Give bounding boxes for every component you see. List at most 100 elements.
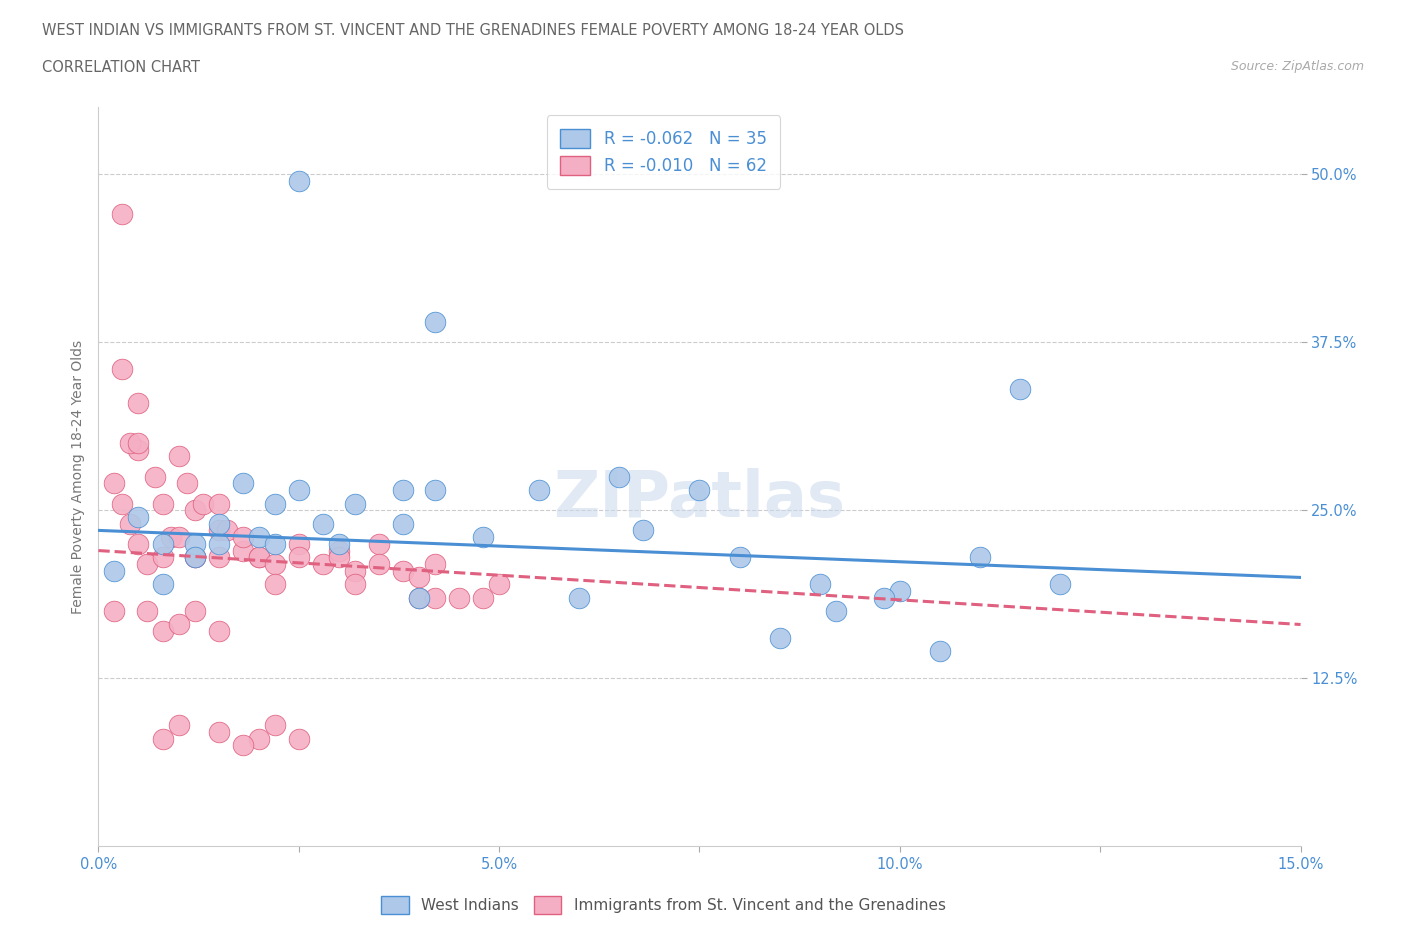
Point <box>135 556 157 571</box>
Point <box>128 510 150 525</box>
Point <box>312 516 335 531</box>
Point <box>343 496 366 511</box>
Point <box>328 543 350 558</box>
Point <box>183 604 205 618</box>
Point <box>183 537 205 551</box>
Point <box>167 449 190 464</box>
Point <box>208 537 231 551</box>
Point <box>103 604 125 618</box>
Point <box>167 718 190 733</box>
Point <box>247 550 270 565</box>
Point <box>368 537 391 551</box>
Point <box>423 591 446 605</box>
Point <box>447 591 470 605</box>
Point <box>263 537 285 551</box>
Point <box>167 530 190 545</box>
Point <box>408 570 430 585</box>
Point <box>183 550 205 565</box>
Point <box>152 624 174 639</box>
Point <box>392 564 415 578</box>
Point <box>232 530 254 545</box>
Point <box>488 577 510 591</box>
Point <box>889 583 911 598</box>
Text: ZIPatlas: ZIPatlas <box>554 468 845 530</box>
Text: CORRELATION CHART: CORRELATION CHART <box>42 60 200 75</box>
Point <box>824 604 846 618</box>
Point <box>423 314 446 329</box>
Point <box>312 556 335 571</box>
Point <box>408 591 430 605</box>
Point <box>183 550 205 565</box>
Point <box>288 731 311 746</box>
Point <box>176 476 198 491</box>
Point <box>135 604 157 618</box>
Point <box>215 523 238 538</box>
Point <box>568 591 591 605</box>
Legend: West Indians, Immigrants from St. Vincent and the Grenadines: West Indians, Immigrants from St. Vincen… <box>375 890 952 920</box>
Point <box>343 564 366 578</box>
Point <box>128 395 150 410</box>
Point <box>529 483 551 498</box>
Point <box>247 731 270 746</box>
Point <box>263 718 285 733</box>
Point <box>208 516 231 531</box>
Point <box>328 550 350 565</box>
Point <box>128 537 150 551</box>
Point <box>288 174 311 189</box>
Point <box>247 530 270 545</box>
Point <box>873 591 896 605</box>
Point <box>232 738 254 753</box>
Point <box>128 435 150 450</box>
Point <box>103 476 125 491</box>
Point <box>111 362 134 377</box>
Point <box>288 550 311 565</box>
Point <box>343 577 366 591</box>
Point <box>472 530 495 545</box>
Point <box>423 556 446 571</box>
Point <box>111 207 134 222</box>
Point <box>183 503 205 518</box>
Point <box>111 496 134 511</box>
Point <box>328 537 350 551</box>
Point <box>208 523 231 538</box>
Point <box>232 476 254 491</box>
Point <box>728 550 751 565</box>
Point <box>408 591 430 605</box>
Point <box>143 470 166 485</box>
Point <box>808 577 831 591</box>
Point <box>1010 382 1032 397</box>
Point <box>688 483 710 498</box>
Point <box>152 550 174 565</box>
Point <box>633 523 655 538</box>
Point <box>288 483 311 498</box>
Point <box>128 443 150 458</box>
Point <box>247 550 270 565</box>
Point <box>159 530 181 545</box>
Point <box>167 618 190 632</box>
Point <box>208 550 231 565</box>
Point <box>768 631 790 645</box>
Point <box>263 496 285 511</box>
Point <box>232 543 254 558</box>
Point <box>263 577 285 591</box>
Point <box>208 624 231 639</box>
Point <box>1049 577 1071 591</box>
Point <box>103 564 125 578</box>
Point <box>929 644 952 658</box>
Point <box>152 537 174 551</box>
Point <box>368 556 391 571</box>
Point <box>152 577 174 591</box>
Point <box>288 537 311 551</box>
Point <box>969 550 991 565</box>
Point <box>392 516 415 531</box>
Point <box>183 550 205 565</box>
Point <box>152 731 174 746</box>
Point <box>208 496 231 511</box>
Point <box>263 556 285 571</box>
Point <box>120 435 142 450</box>
Point <box>191 496 214 511</box>
Point <box>120 516 142 531</box>
Point <box>472 591 495 605</box>
Text: Source: ZipAtlas.com: Source: ZipAtlas.com <box>1230 60 1364 73</box>
Point <box>152 496 174 511</box>
